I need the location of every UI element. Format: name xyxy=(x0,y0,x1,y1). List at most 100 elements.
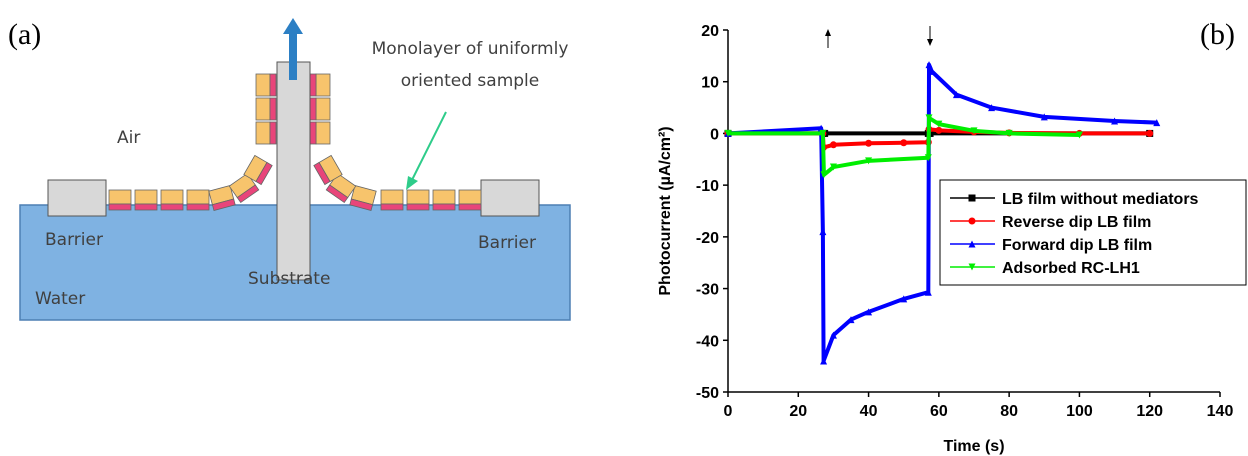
molecule-tail xyxy=(349,198,374,211)
marker xyxy=(819,129,827,137)
molecule-tail xyxy=(160,203,184,211)
molecule-tail xyxy=(406,203,430,211)
marker xyxy=(1075,131,1083,139)
y-tick-label: -20 xyxy=(696,230,719,247)
molecule-head xyxy=(380,189,404,205)
marker xyxy=(820,171,828,179)
series-line xyxy=(728,115,1080,177)
molecule xyxy=(255,73,277,97)
callout-arrow xyxy=(411,111,447,181)
y-tick-label: -10 xyxy=(696,178,719,195)
legend-label: LB film without mediators xyxy=(1002,191,1199,208)
molecule xyxy=(186,189,210,211)
marker xyxy=(968,240,976,248)
marker xyxy=(724,129,732,137)
molecule-head xyxy=(315,97,331,121)
y-tick-label: 0 xyxy=(710,126,719,143)
molecule xyxy=(208,185,236,211)
molecule-head xyxy=(160,189,184,205)
molecule-tail xyxy=(380,203,404,211)
light-off-arrow-head xyxy=(927,39,933,46)
molecule-tail xyxy=(269,97,277,121)
molecule-tail xyxy=(211,198,236,211)
barrier-label: Barrier xyxy=(45,230,103,250)
x-tick-label: 40 xyxy=(860,403,878,420)
y-tick-label: 20 xyxy=(701,23,719,40)
molecule-head xyxy=(406,189,430,205)
molecule-tail xyxy=(309,97,317,121)
legend-label: Reverse dip LB film xyxy=(1002,214,1151,231)
y-tick-label: -40 xyxy=(696,333,719,350)
molecule xyxy=(458,189,482,211)
x-tick-label: 100 xyxy=(1066,403,1093,420)
marker xyxy=(968,217,976,225)
molecule-tail xyxy=(108,203,132,211)
series-line xyxy=(727,62,1157,363)
molecule-tail xyxy=(134,203,158,211)
barrier xyxy=(47,179,107,217)
x-tick-label: 80 xyxy=(1000,403,1018,420)
molecule xyxy=(406,189,430,211)
marker xyxy=(820,357,828,365)
marker xyxy=(865,157,873,165)
molecule-head xyxy=(458,189,482,205)
molecule-head xyxy=(315,121,331,145)
pull-arrow-head xyxy=(283,18,303,34)
y-axis-label: Photocurrent (µA/cm²) xyxy=(657,126,674,295)
molecule-head xyxy=(255,121,271,145)
marker xyxy=(968,263,976,271)
marker xyxy=(1153,119,1161,127)
panel-label: (a) xyxy=(8,18,41,51)
x-axis-label: Time (s) xyxy=(943,438,1004,455)
molecule xyxy=(380,189,404,211)
marker xyxy=(924,288,932,296)
barrier xyxy=(480,179,540,217)
marker xyxy=(925,114,933,122)
x-tick-label: 0 xyxy=(724,403,733,420)
molecule-head xyxy=(255,73,271,97)
air-label: Air xyxy=(117,128,140,148)
marker xyxy=(1005,129,1013,137)
molecule-tail xyxy=(186,203,210,211)
marker xyxy=(988,104,996,112)
molecule-tail xyxy=(313,161,331,186)
molecule-tail xyxy=(309,121,317,145)
monolayer xyxy=(108,73,482,211)
marker xyxy=(847,316,855,324)
molecule xyxy=(108,189,132,211)
molecule-tail xyxy=(236,184,260,204)
molecule-tail xyxy=(269,121,277,145)
molecule-head xyxy=(315,73,331,97)
molecule xyxy=(432,189,456,211)
molecule-head xyxy=(432,189,456,205)
light-on-arrow-head xyxy=(825,29,831,36)
marker xyxy=(829,331,837,339)
x-tick-label: 60 xyxy=(930,403,948,420)
molecule xyxy=(309,97,331,121)
molecule xyxy=(160,189,184,211)
marker xyxy=(935,126,943,134)
molecule-head xyxy=(255,97,271,121)
molecule-head xyxy=(134,189,158,205)
callout: Monolayer of uniformly xyxy=(372,39,569,59)
y-tick-label: -30 xyxy=(696,282,719,299)
y-tick-label: -50 xyxy=(696,385,719,402)
barrier-label: Barrier xyxy=(478,233,536,253)
panel-label: (b) xyxy=(1200,18,1235,51)
x-tick-label: 140 xyxy=(1207,403,1234,420)
molecule xyxy=(134,189,158,211)
legend-label: Forward dip LB film xyxy=(1002,237,1152,254)
marker xyxy=(1146,129,1154,137)
molecule xyxy=(309,73,331,97)
molecule xyxy=(228,172,260,204)
molecule-tail xyxy=(325,184,349,204)
molecule-tail xyxy=(269,73,277,97)
molecule-tail xyxy=(432,203,456,211)
substrate xyxy=(276,61,311,281)
molecule xyxy=(313,154,343,186)
legend-label: Adsorbed RC-LH1 xyxy=(1002,260,1140,277)
marker xyxy=(900,139,908,147)
marker xyxy=(900,295,908,303)
marker xyxy=(970,127,978,135)
